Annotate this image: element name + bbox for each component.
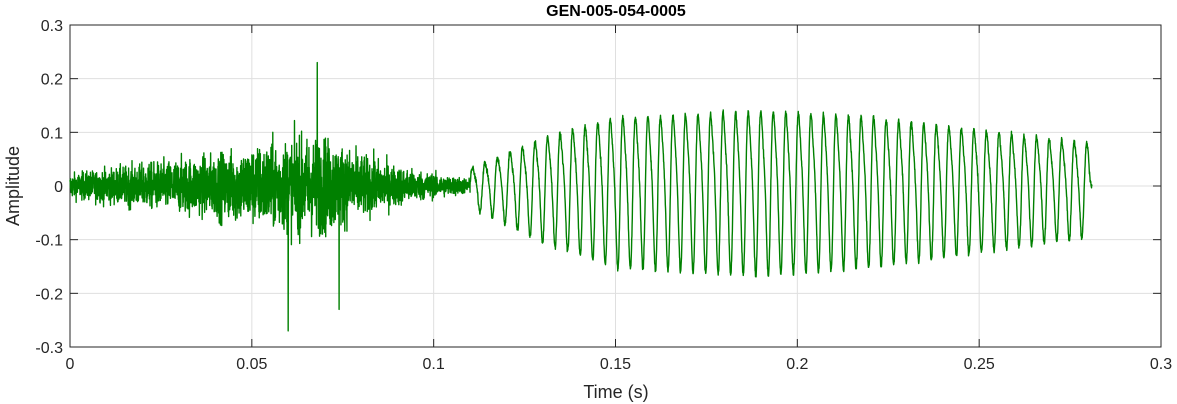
y-tick-label: 0.1 xyxy=(41,125,63,142)
x-tick-label: 0.15 xyxy=(600,356,631,373)
x-tick-label: 0.3 xyxy=(1150,356,1172,373)
x-tick-label: 0.2 xyxy=(786,356,808,373)
x-tick-label: 0.05 xyxy=(236,356,267,373)
chart-title: GEN-005-054-0005 xyxy=(546,3,686,20)
x-tick-labels: 0 0.05 0.1 0.15 0.2 0.25 0.3 xyxy=(66,356,1173,373)
y-tick-label: -0.1 xyxy=(35,233,63,250)
y-tick-label: 0.2 xyxy=(41,72,63,89)
axis-ticks xyxy=(69,24,1162,348)
x-tick-label: 0.25 xyxy=(964,356,995,373)
y-tick-label: 0 xyxy=(54,179,63,196)
signal-line xyxy=(69,61,1093,332)
y-tick-label: 0.3 xyxy=(41,18,63,35)
y-tick-label: -0.2 xyxy=(35,286,63,303)
y-tick-labels: -0.3 -0.2 -0.1 0 0.1 0.2 0.3 xyxy=(35,18,63,357)
y-tick-label: -0.3 xyxy=(35,340,63,357)
x-tick-label: 0 xyxy=(66,356,75,373)
x-tick-label: 0.1 xyxy=(423,356,445,373)
y-axis-label: Amplitude xyxy=(3,146,23,226)
x-axis-label: Time (s) xyxy=(583,382,648,402)
